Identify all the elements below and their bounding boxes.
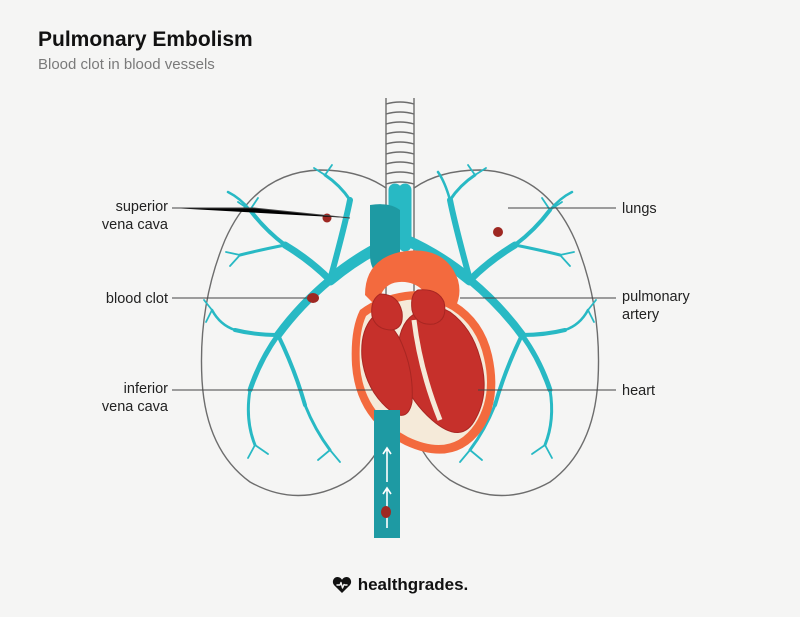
brand-name: healthgrades.: [358, 575, 469, 595]
label-text: pulmonaryartery: [622, 289, 690, 323]
label-text: heart: [622, 383, 655, 399]
label-text: lungs: [622, 201, 657, 217]
anatomy-diagram: superiorvena cava blood clot inferiorven…: [0, 80, 800, 550]
label-heart: heart: [622, 382, 762, 400]
label-lungs: lungs: [622, 200, 762, 218]
header: Pulmonary Embolism Blood clot in blood v…: [38, 28, 253, 73]
label-pulmonary-artery: pulmonaryartery: [622, 288, 762, 324]
label-blood-clot: blood clot: [38, 290, 168, 308]
label-text: superiorvena cava: [102, 199, 168, 233]
page-subtitle: Blood clot in blood vessels: [38, 56, 253, 73]
label-superior-vena-cava: superiorvena cava: [38, 198, 168, 234]
label-text: blood clot: [106, 291, 168, 307]
trachea: [386, 98, 414, 188]
heart-logo-icon: [332, 576, 352, 594]
label-inferior-vena-cava: inferiorvena cava: [38, 380, 168, 416]
page-title: Pulmonary Embolism: [38, 28, 253, 52]
brand-footer: healthgrades.: [0, 575, 800, 595]
label-text: inferiorvena cava: [102, 381, 168, 415]
